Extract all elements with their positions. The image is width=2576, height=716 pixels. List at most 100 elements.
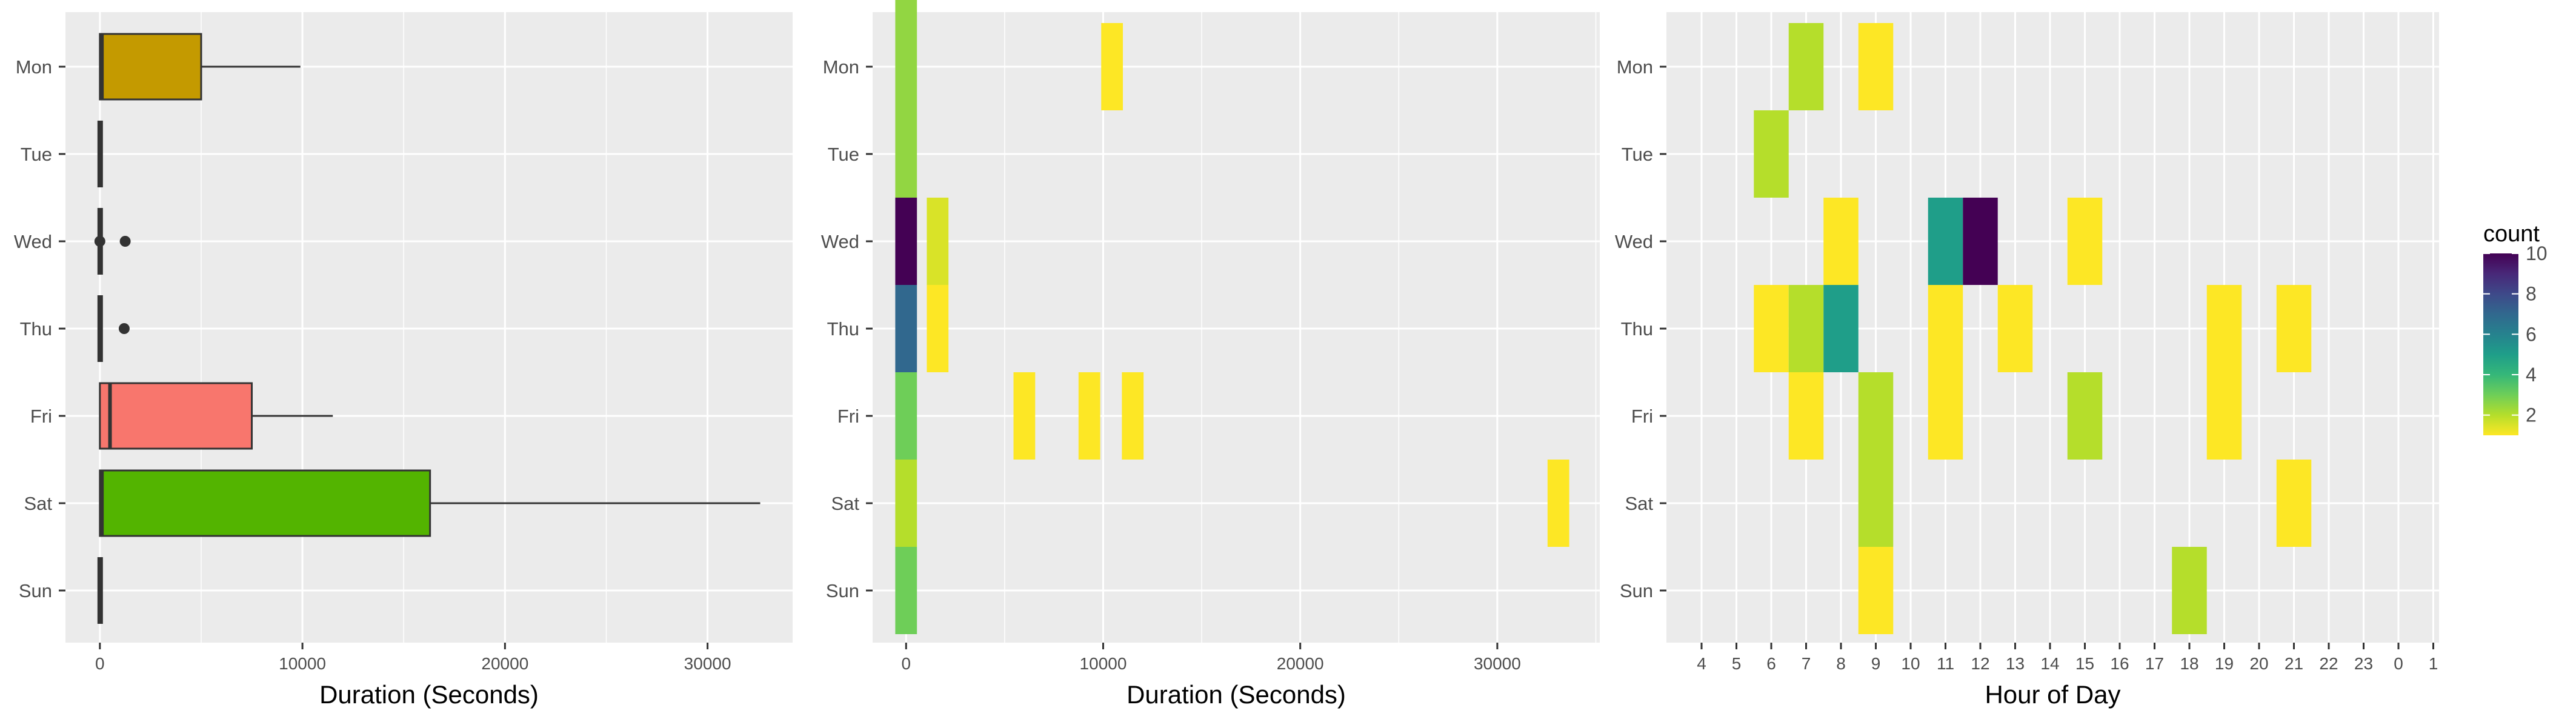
heatmap-cell [1078, 372, 1100, 460]
x-tick-label: 0 [901, 654, 911, 673]
y-tick-label: Sat [831, 493, 859, 514]
heatmap-cell [1754, 110, 1789, 198]
y-tick-label: Tue [1622, 144, 1653, 165]
heatmap-cell [1788, 23, 1824, 110]
boxplot-panel: Mon Tue Wed Thu Fri Sat Sun 0 10000 20000 30000 Dur… [14, 12, 793, 709]
heatmap-cell [2206, 372, 2242, 460]
heatmap-cell [1858, 460, 1894, 547]
x-axis-title: Hour of Day [1985, 680, 2120, 709]
legend-tick-label: 8 [2526, 283, 2537, 305]
x-tick-label: 14 [2040, 654, 2059, 673]
y-tick-label: Mon [16, 56, 52, 78]
heatmap-cell [1928, 285, 1963, 372]
heatmap-cell [1823, 198, 1859, 285]
x-tick-label: 10 [1901, 654, 1920, 673]
y-tick-label: Sat [24, 493, 52, 514]
y-tick-label: Thu [827, 318, 859, 340]
x-tick-label: 4 [1697, 654, 1706, 673]
x-tick-label: 30000 [1474, 654, 1521, 673]
outlier-point [118, 323, 130, 334]
box-fri [99, 382, 333, 450]
panel-background [65, 12, 793, 643]
y-tick-label: Sun [1620, 580, 1653, 601]
heatmap-cell [1013, 372, 1036, 460]
x-tick-label: 0 [2394, 654, 2403, 673]
heatmap-cell [895, 198, 917, 285]
count-legend: count 2 4 6 8 10 [2483, 221, 2548, 435]
heatmap-cell [2172, 547, 2207, 634]
x-tick-label: 23 [2354, 654, 2373, 673]
heatmap-cell [1122, 372, 1144, 460]
y-tick-label: Fri [30, 406, 52, 427]
heatmap-cell [1101, 23, 1123, 110]
x-tick-label: 10000 [1080, 654, 1127, 673]
heatmap-cell [895, 0, 917, 110]
x-tick-label: 1 [2429, 654, 2438, 673]
heatmap-cell [1858, 547, 1894, 634]
legend-title: count [2483, 221, 2540, 247]
heatmap-cell [895, 285, 917, 372]
heatmap-cell [895, 372, 917, 460]
x-tick-label: 12 [1971, 654, 1989, 673]
y-tick-label: Sat [1625, 493, 1653, 514]
heatmap-cell [895, 460, 917, 547]
heatmap-cell [895, 547, 917, 634]
x-tick-label: 13 [2006, 654, 2025, 673]
heatmap-cell [2276, 460, 2312, 547]
heatmap-cell [1788, 372, 1824, 460]
panel-background [873, 12, 1600, 643]
heatmap-cell [1858, 372, 1894, 460]
x-tick-label: 20 [2249, 654, 2268, 673]
heatmap-cell [1928, 198, 1963, 285]
box-body [99, 33, 202, 101]
box-sun [97, 557, 103, 624]
x-axis-title: Duration (Seconds) [1127, 680, 1346, 709]
y-tick-label: Thu [20, 318, 52, 340]
heatmap-cell [2067, 198, 2103, 285]
x-tick-label: 9 [1871, 654, 1881, 673]
y-tick-label: Thu [1621, 318, 1653, 340]
y-tick-label: Sun [19, 580, 52, 601]
box-sat [99, 469, 760, 537]
box-body [99, 382, 253, 450]
box-thu [97, 295, 130, 362]
box-body [97, 557, 103, 624]
y-tick-label: Wed [1615, 231, 1653, 252]
x-tick-label: 21 [2285, 654, 2303, 673]
x-tick-label: 20000 [481, 654, 528, 673]
heatmap-cell [927, 285, 949, 372]
heatmap-cell [1997, 285, 2033, 372]
x-tick-label: 15 [2075, 654, 2094, 673]
heatmap-cell [1547, 460, 1569, 547]
legend-tick-label: 2 [2526, 404, 2537, 426]
x-axis-title: Duration (Seconds) [319, 680, 539, 709]
heatmap-cell [2067, 372, 2103, 460]
x-tick-label: 20000 [1277, 654, 1324, 673]
x-tick-label: 22 [2319, 654, 2338, 673]
x-tick-label: 0 [95, 654, 105, 673]
heatmap-cell [1928, 372, 1963, 460]
heatmap-cell [1823, 285, 1859, 372]
box-tue [97, 121, 103, 187]
y-tick-label: Mon [1617, 56, 1653, 78]
legend-tick-label: 10 [2526, 243, 2548, 264]
x-tick-label: 30000 [684, 654, 731, 673]
outlier-point [94, 236, 105, 247]
y-tick-label: Mon [823, 56, 859, 78]
box-mon [99, 33, 301, 101]
x-tick-label: 7 [1802, 654, 1811, 673]
x-tick-label: 5 [1732, 654, 1742, 673]
legend-tick-label: 4 [2526, 364, 2537, 386]
y-tick-label: Tue [828, 144, 859, 165]
y-tick-label: Tue [21, 144, 52, 165]
heatmap-cell [895, 110, 917, 198]
legend-colorbar [2483, 253, 2518, 435]
heatmap-cell [1754, 285, 1789, 372]
heatmap-cell [1788, 285, 1824, 372]
box-body [99, 469, 431, 537]
outlier-point [119, 236, 131, 247]
heatmap-cell [2206, 285, 2242, 372]
duration-heatmap-panel: Mon Tue Wed Thu Fri Sat Sun 0 10000 20000 30000 Dur… [821, 0, 1600, 709]
